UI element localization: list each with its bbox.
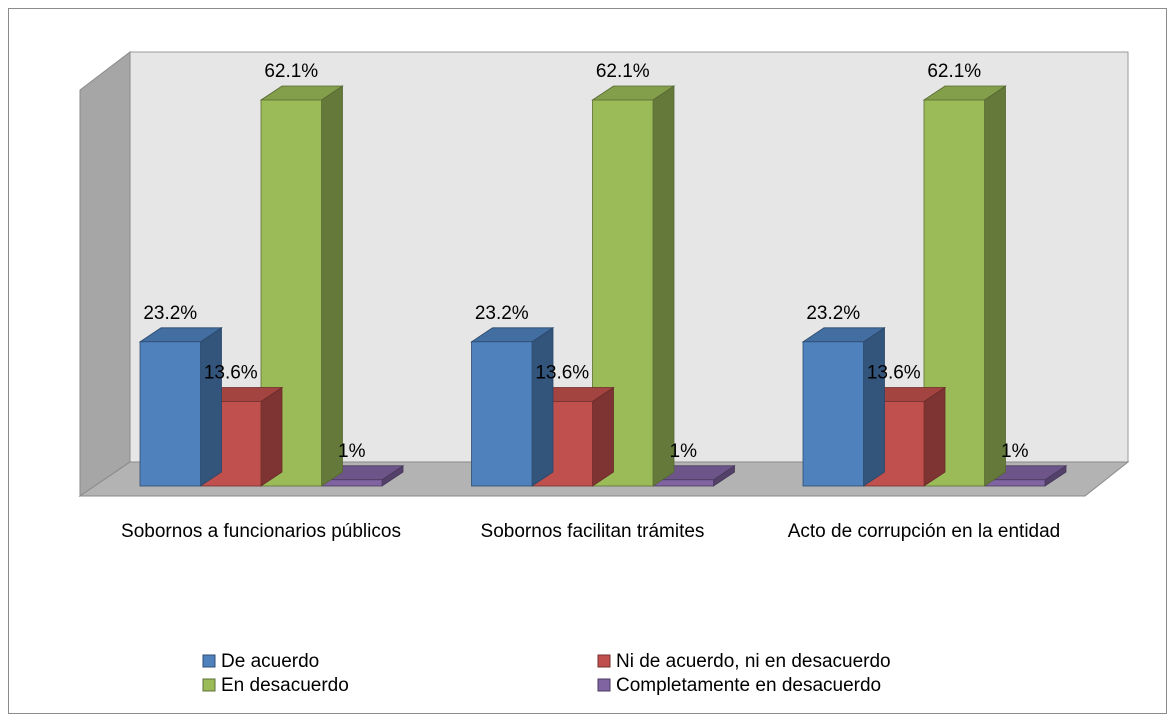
data-label: 1% bbox=[670, 441, 698, 462]
side-wall bbox=[79, 50, 131, 497]
data-label: 23.2% bbox=[475, 303, 529, 324]
data-label: 1% bbox=[1001, 441, 1029, 462]
bar-side bbox=[652, 85, 675, 487]
x-tick-label: Sobornos a funcionarios públicos bbox=[121, 521, 401, 542]
bar bbox=[802, 341, 864, 487]
bar-side bbox=[592, 386, 614, 487]
legend-label: Ni de acuerdo, ni en desacuerdo bbox=[616, 651, 891, 672]
x-tick-label: Sobornos facilitan trámites bbox=[481, 521, 705, 542]
legend-swatch bbox=[202, 654, 216, 668]
bar bbox=[471, 341, 533, 487]
legend-label: En desacuerdo bbox=[221, 675, 349, 696]
bar-side bbox=[531, 327, 554, 487]
bar-side bbox=[984, 85, 1006, 487]
legend-swatch bbox=[597, 654, 611, 668]
data-label: 23.2% bbox=[806, 303, 860, 324]
legend-swatch bbox=[597, 678, 611, 692]
bar-side bbox=[923, 386, 946, 487]
bar bbox=[321, 479, 383, 487]
bar bbox=[139, 341, 201, 487]
bar bbox=[984, 479, 1046, 487]
data-label: 1% bbox=[338, 441, 366, 462]
bar-side bbox=[260, 386, 283, 487]
data-label: 62.1% bbox=[596, 61, 650, 82]
bar-side bbox=[321, 85, 343, 487]
data-label: 62.1% bbox=[927, 61, 981, 82]
legend-label: Completamente en desacuerdo bbox=[616, 675, 881, 696]
data-label: 62.1% bbox=[264, 61, 318, 82]
data-label: 23.2% bbox=[143, 303, 197, 324]
legend-label: De acuerdo bbox=[221, 651, 319, 672]
bar-side bbox=[200, 327, 222, 487]
bar-side bbox=[863, 327, 885, 487]
data-label: 13.6% bbox=[867, 362, 921, 383]
x-tick-label: Acto de corrupción en la entidad bbox=[788, 521, 1061, 542]
data-label: 13.6% bbox=[204, 362, 258, 383]
data-label: 13.6% bbox=[535, 362, 589, 383]
bar bbox=[652, 479, 714, 487]
legend-swatch bbox=[202, 678, 216, 692]
